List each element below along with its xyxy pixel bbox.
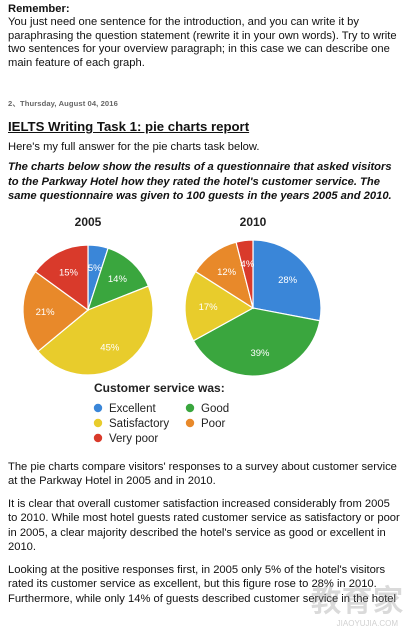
legend-swatch-satisfactory xyxy=(93,418,103,427)
legend-swatch-excellent xyxy=(93,403,103,412)
pie-slice-2005-good xyxy=(87,246,150,311)
pie-slice-2010-satisfactory xyxy=(184,270,255,342)
slice-label-2010-satisfactory: 17% xyxy=(199,302,219,313)
pie-slice-2010-very-poor xyxy=(235,238,254,308)
slice-label-2010-good: 39% xyxy=(250,347,270,358)
answer-paragraph-1: The pie charts compare visitors' respons… xyxy=(8,460,397,488)
watermark-logo: 教育家 xyxy=(311,585,404,618)
post-intro: Here's my full answer for the pie charts… xyxy=(8,141,260,153)
slice-label-2005-good: 14% xyxy=(108,274,128,285)
pie-slice-2005-very-poor xyxy=(34,243,89,311)
legend-label-very-poor: Very poor xyxy=(109,433,158,445)
slice-label-2005-very-poor: 15% xyxy=(59,267,79,278)
slice-label-2010-excellent: 28% xyxy=(278,274,298,285)
slice-label-2005-excellent: 5% xyxy=(88,263,102,274)
legend-swatch-poor xyxy=(185,418,195,427)
remember-text: You just need one sentence for the intro… xyxy=(8,16,397,69)
legend-label-satisfactory: Satisfactory xyxy=(109,418,169,430)
pie-slice-2005-satisfactory xyxy=(37,284,154,376)
remember-heading: Remember: xyxy=(8,3,70,15)
pie-slice-2010-good xyxy=(192,306,321,377)
legend-title: Customer service was: xyxy=(94,381,225,395)
answer-paragraph-3: Looking at the positive responses first,… xyxy=(8,563,397,605)
legend-label-poor: Poor xyxy=(201,418,225,430)
chart-title-2010: 2010 xyxy=(240,215,267,229)
slice-label-2010-poor: 12% xyxy=(217,267,237,278)
article: Remember: You just need one sentence for… xyxy=(8,3,402,614)
pie-charts-svg: 2005 5% 14% 45% 21% 15% 2010 28% 39% 17% 12% 4% Cust… xyxy=(22,215,322,445)
chart-title-2005: 2005 xyxy=(75,215,102,229)
slice-label-2010-very-poor: 4% xyxy=(241,259,255,270)
legend-swatch-very-poor xyxy=(93,433,103,442)
task-question: The charts below show the results of a q… xyxy=(8,161,392,202)
post-title[interactable]: IELTS Writing Task 1: pie charts report xyxy=(8,119,250,134)
post-date: 2、Thursday, August 04, 2016 xyxy=(8,99,118,108)
pie-slice-2010-excellent xyxy=(252,238,322,321)
pie-slice-2005-poor xyxy=(22,270,89,352)
pie-charts-figure: 2005 5% 14% 45% 21% 15% 2010 28% 39% 17% 12% 4% Cust… xyxy=(8,212,402,460)
answer-paragraph-2: It is clear that overall customer satisf… xyxy=(8,497,400,554)
legend-label-good: Good xyxy=(201,403,229,415)
watermark-url: JIAOYUJIA.COM xyxy=(336,619,398,628)
legend-label-excellent: Excellent xyxy=(109,403,156,415)
legend-swatch-good xyxy=(185,403,195,412)
slice-label-2005-satisfactory: 45% xyxy=(100,342,120,353)
slice-label-2005-poor: 21% xyxy=(36,306,56,317)
